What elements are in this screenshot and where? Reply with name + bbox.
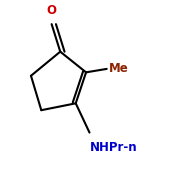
Text: O: O <box>47 4 57 17</box>
Text: Me: Me <box>108 62 128 75</box>
Text: NHPr-n: NHPr-n <box>90 141 137 154</box>
